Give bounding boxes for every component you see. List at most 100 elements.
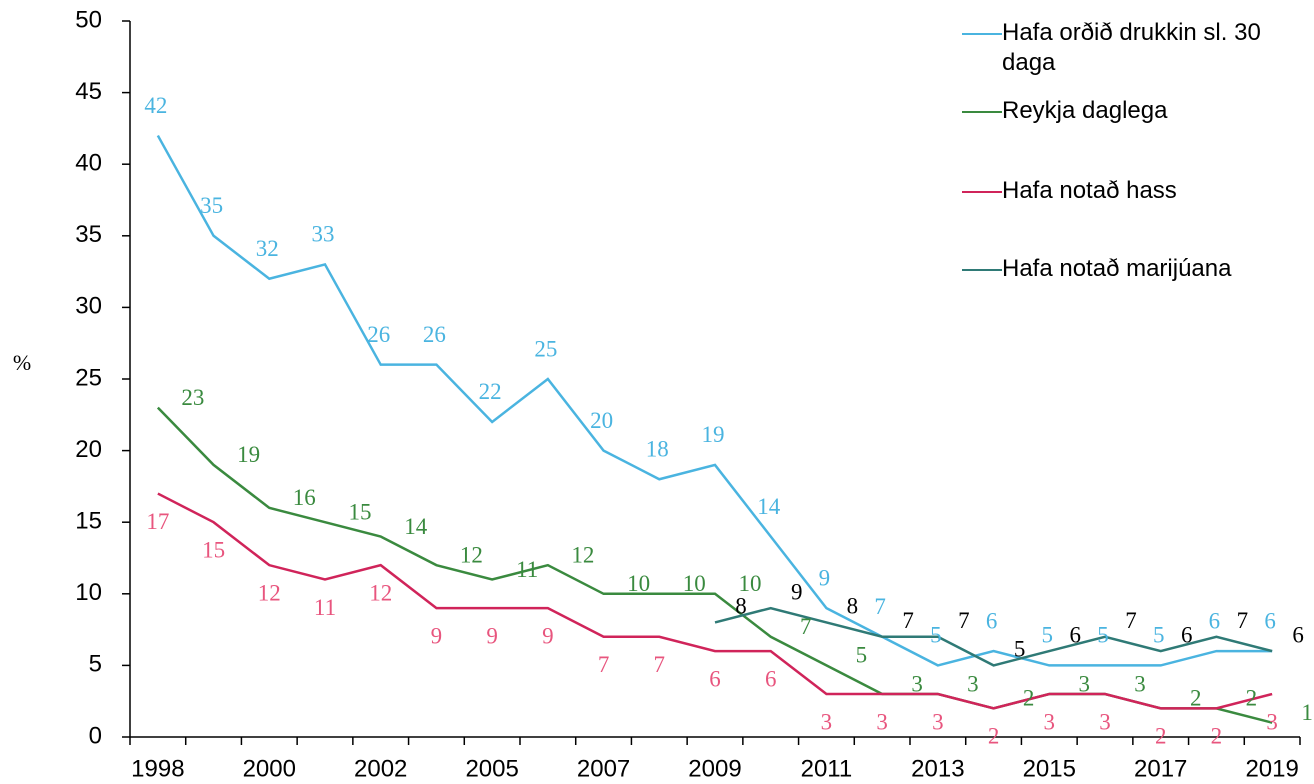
data-label: 2 — [1246, 686, 1258, 711]
data-label: 3 — [876, 709, 888, 734]
data-label: 3 — [1266, 709, 1278, 734]
data-label: 22 — [479, 379, 502, 404]
series-line — [157, 492, 1273, 710]
data-label: 7 — [800, 614, 812, 639]
data-label: 7 — [598, 652, 610, 677]
legend-item: Hafa notað hass — [960, 176, 1292, 206]
data-label: 18 — [646, 437, 669, 462]
data-label: 9 — [542, 623, 554, 648]
data-label: 2 — [1023, 686, 1035, 711]
x-tick-label: 2017 — [1134, 755, 1187, 782]
data-label: 5 — [1014, 637, 1026, 662]
y-tick-label: 5 — [89, 651, 102, 678]
data-label: 3 — [911, 671, 923, 696]
legend-item: Reykja daglega — [960, 96, 1292, 126]
x-tick-label: 2015 — [1023, 755, 1076, 782]
legend-swatch — [962, 191, 1002, 193]
data-label: 14 — [757, 494, 781, 519]
data-label: 2 — [1190, 686, 1202, 711]
data-label: 14 — [404, 514, 428, 539]
legend-text: Hafa orðið drukkin sl. 30 daga — [1002, 19, 1261, 76]
data-label: 42 — [144, 93, 167, 118]
data-label: 7 — [958, 608, 970, 633]
data-label: 6 — [1264, 608, 1276, 633]
data-label: 6 — [1181, 622, 1193, 647]
y-tick-label: 50 — [75, 6, 102, 33]
data-label: 5 — [856, 643, 868, 668]
y-axis-label: % — [13, 350, 31, 375]
data-label: 7 — [902, 608, 914, 633]
series-line — [714, 606, 1273, 667]
data-label: 6 — [1292, 622, 1304, 647]
data-label: 2 — [1211, 724, 1223, 749]
data-label: 2 — [988, 724, 1000, 749]
legend-swatch — [962, 111, 1002, 113]
data-label: 3 — [821, 709, 833, 734]
data-label: 12 — [369, 580, 392, 605]
x-tick-label: 2009 — [688, 755, 741, 782]
legend-swatch — [962, 269, 1002, 271]
data-label: 1 — [1301, 700, 1313, 725]
data-label: 19 — [702, 422, 725, 447]
x-tick-label: 2011 — [801, 755, 853, 782]
data-label: 19 — [237, 442, 260, 467]
x-tick-label: 2002 — [354, 755, 407, 782]
data-label: 10 — [683, 571, 706, 596]
data-label: 9 — [791, 579, 803, 604]
legend-text: Hafa notað hass — [1002, 177, 1177, 204]
data-label: 12 — [460, 542, 483, 567]
data-label: 16 — [293, 485, 316, 510]
y-tick-label: 40 — [75, 150, 102, 177]
data-label: 17 — [146, 509, 169, 534]
data-label: 11 — [516, 557, 538, 582]
series-line — [156, 134, 1273, 667]
data-label: 5 — [1097, 623, 1109, 648]
data-label: 6 — [1070, 622, 1082, 647]
data-label: 5 — [930, 623, 942, 648]
data-label: 10 — [739, 571, 762, 596]
y-tick-label: 35 — [75, 221, 102, 248]
y-tick-label: 45 — [75, 78, 102, 105]
data-label: 23 — [181, 385, 204, 410]
y-tick-label: 10 — [75, 579, 102, 606]
legend-item: Hafa orðið drukkin sl. 30 daga — [960, 18, 1292, 78]
x-tick-label: 2007 — [577, 755, 630, 782]
data-label: 3 — [967, 671, 979, 696]
data-label: 3 — [1044, 709, 1056, 734]
data-label: 11 — [314, 595, 336, 620]
y-tick-label: 25 — [75, 364, 102, 391]
data-label: 15 — [202, 537, 225, 562]
x-tick-label: 2005 — [465, 755, 518, 782]
legend-swatch — [962, 33, 1002, 35]
data-label: 3 — [932, 709, 944, 734]
data-label: 2 — [1155, 724, 1167, 749]
legend-text: Reykja daglega — [1002, 97, 1168, 124]
data-label: 6 — [1209, 608, 1221, 633]
data-label: 15 — [349, 499, 372, 524]
data-label: 9 — [486, 623, 498, 648]
data-label: 3 — [1134, 671, 1146, 696]
data-label: 25 — [534, 336, 557, 361]
data-label: 5 — [1153, 623, 1165, 648]
data-label: 26 — [423, 322, 446, 347]
data-label: 7 — [1125, 608, 1137, 633]
data-label: 3 — [1079, 671, 1091, 696]
x-tick-label: 2013 — [911, 755, 964, 782]
x-tick-label: 2019 — [1245, 755, 1298, 782]
data-label: 7 — [874, 594, 886, 619]
data-label: 33 — [312, 222, 335, 247]
data-label: 9 — [431, 623, 443, 648]
data-label: 20 — [590, 408, 613, 433]
data-label: 10 — [627, 571, 650, 596]
x-tick-label: 1998 — [131, 755, 184, 782]
y-tick-label: 30 — [75, 293, 102, 320]
data-label: 32 — [256, 236, 279, 261]
data-label: 6 — [986, 608, 998, 633]
y-tick-label: 0 — [89, 722, 102, 749]
data-label: 8 — [735, 594, 747, 619]
data-label: 6 — [765, 666, 777, 691]
y-tick-label: 15 — [75, 508, 102, 535]
data-label: 35 — [200, 193, 223, 218]
